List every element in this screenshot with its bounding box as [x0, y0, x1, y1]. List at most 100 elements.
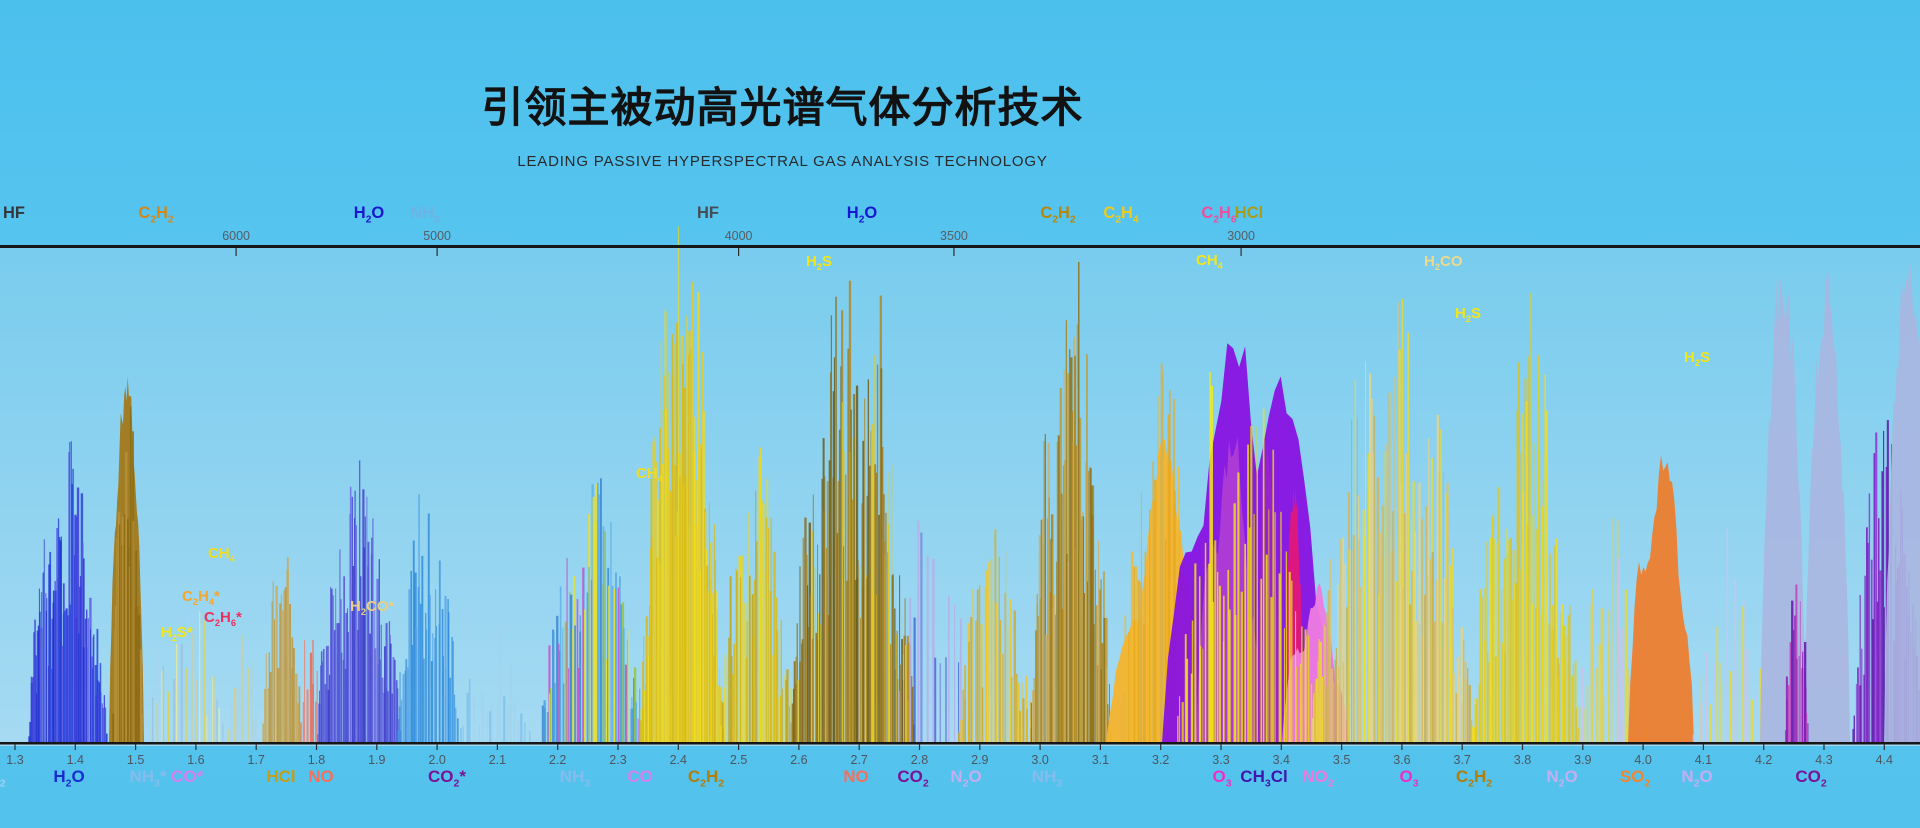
- top-axis-line: [0, 245, 1920, 248]
- bottom-axis-tick-label: 1.6: [187, 753, 204, 767]
- bottom-axis-tick-label: 2.2: [549, 753, 566, 767]
- gas-label: H2CO: [1424, 253, 1463, 272]
- page-title: 引领主被动高光谱气体分析技术: [481, 84, 1084, 131]
- bottom-axis-tick-label: 1.7: [248, 753, 265, 767]
- top-axis-tick-label: 4000: [725, 229, 753, 243]
- spectral-band: [1804, 271, 1850, 743]
- gas-label: CO2: [1795, 767, 1827, 790]
- gas-label: H2CO*: [350, 598, 395, 617]
- gas-label: HF: [697, 204, 719, 222]
- spectral-band: [1030, 262, 1112, 743]
- bottom-axis-tick-label: 3.3: [1212, 753, 1229, 767]
- bottom-axis-tick-label: 1.5: [127, 753, 144, 767]
- spectral-band: [317, 460, 402, 743]
- bottom-axis-tick-label: 1.3: [6, 753, 23, 767]
- gas-label: C2H2: [138, 204, 174, 226]
- gas-label: CO*: [170, 767, 204, 786]
- gas-label: NO: [308, 767, 334, 786]
- gas-label: NH3: [410, 204, 440, 226]
- bottom-axis-tick-label: 1.9: [368, 753, 385, 767]
- spectral-band: [1472, 293, 1580, 743]
- spectral-band: [1884, 256, 1920, 743]
- bottom-axis-tick-label: 3.8: [1514, 753, 1531, 767]
- spectral-band: [1177, 408, 1324, 743]
- spectral-band: [150, 611, 224, 743]
- bottom-axis-tick-label: 4.0: [1634, 753, 1651, 767]
- gas-label: N2O: [1681, 767, 1713, 790]
- gas-label: NH3: [1031, 767, 1063, 790]
- gas-label: O2: [0, 777, 6, 790]
- top-axis-tick-label: 3500: [940, 229, 968, 243]
- gas-label: H2S*: [161, 624, 193, 643]
- spectral-band: [397, 494, 459, 743]
- bottom-axis-tick-label: 4.4: [1876, 753, 1893, 767]
- gas-label: CO2: [897, 767, 929, 790]
- spectral-band: [1310, 298, 1476, 743]
- spectral-band: [228, 635, 258, 743]
- gas-label: CH3Cl: [1240, 767, 1288, 790]
- bottom-axis-tick-label: 3.5: [1333, 753, 1350, 767]
- spectral-band: [262, 557, 302, 743]
- gas-label: C2H4*: [182, 588, 220, 607]
- bottom-axis-tick-label: 3.1: [1092, 753, 1109, 767]
- gas-label: SO2: [1619, 767, 1651, 790]
- bottom-axis-tick-label: 2.0: [428, 753, 445, 767]
- bottom-axis-tick-label: 4.2: [1755, 753, 1772, 767]
- bottom-axis-tick-label: 2.3: [609, 753, 626, 767]
- bottom-axis-tick-label: 2.1: [489, 753, 506, 767]
- page-subtitle: LEADING PASSIVE HYPERSPECTRAL GAS ANALYS…: [517, 153, 1048, 170]
- bottom-axis-tick-label: 2.7: [851, 753, 868, 767]
- bottom-axis-tick-label: 3.0: [1031, 753, 1048, 767]
- gas-label: HF: [3, 204, 25, 222]
- gas-label: H2S: [1684, 349, 1711, 368]
- gas-label: H2S: [806, 253, 833, 272]
- spectral-band: [720, 447, 794, 743]
- bottom-axis-tick-label: 3.6: [1393, 753, 1410, 767]
- gas-label: CO: [627, 767, 653, 786]
- bottom-axis-tick-label: 3.9: [1574, 753, 1591, 767]
- gas-label: NH3: [559, 767, 591, 790]
- bottom-axis-tick-label: 4.3: [1815, 753, 1832, 767]
- bottom-axis-tick-label: 1.8: [308, 753, 325, 767]
- gas-label: CO2*: [428, 767, 466, 790]
- spectral-band: [958, 529, 1033, 743]
- gas-label: O3: [1399, 767, 1419, 790]
- bottom-axis-line: [0, 742, 1920, 745]
- bottom-axis-tick-label: 4.1: [1695, 753, 1712, 767]
- spectral-band: [112, 406, 143, 743]
- bottom-axis-tick-label: 2.8: [911, 753, 928, 767]
- gas-label: O3: [1212, 767, 1232, 790]
- gas-label: HCl: [1234, 204, 1264, 222]
- gas-label: H2O: [846, 204, 878, 226]
- spectral-band: [1209, 372, 1213, 743]
- spectral-band: [541, 478, 643, 743]
- gas-label: H2O: [353, 204, 385, 226]
- gas-label: N2O: [1546, 767, 1578, 790]
- spectral-band: [1785, 584, 1809, 743]
- gas-label: CH4: [208, 545, 235, 564]
- gas-label: NO: [843, 767, 869, 786]
- bottom-axis-tick-label: 3.4: [1273, 753, 1290, 767]
- gas-label: NH3*: [129, 767, 167, 790]
- gas-label: C2H2: [1455, 767, 1493, 790]
- gas-label: NO2: [1302, 767, 1334, 790]
- bottom-axis-tick-label: 3.2: [1152, 753, 1169, 767]
- spectral-band: [640, 226, 724, 744]
- gas-label: HCl: [266, 767, 296, 786]
- spectral-band: [1628, 455, 1694, 743]
- top-axis-tick-label: 3000: [1227, 229, 1255, 243]
- gas-label: C2H4: [1103, 204, 1139, 226]
- gas-label: H2O: [53, 767, 85, 790]
- spectral-band: [300, 640, 320, 743]
- top-axis-tick-label: 5000: [423, 229, 451, 243]
- gas-label: C2H2: [687, 767, 725, 790]
- gas-label: C2H6: [1201, 204, 1237, 226]
- gas-label: C2H2: [1040, 204, 1076, 226]
- gas-label: CH4: [1196, 252, 1223, 271]
- gas-label: CH4: [636, 465, 663, 484]
- bottom-axis-tick-label: 2.5: [730, 753, 747, 767]
- gas-label: H2S: [1455, 305, 1482, 324]
- gas-label: N2O: [950, 767, 982, 790]
